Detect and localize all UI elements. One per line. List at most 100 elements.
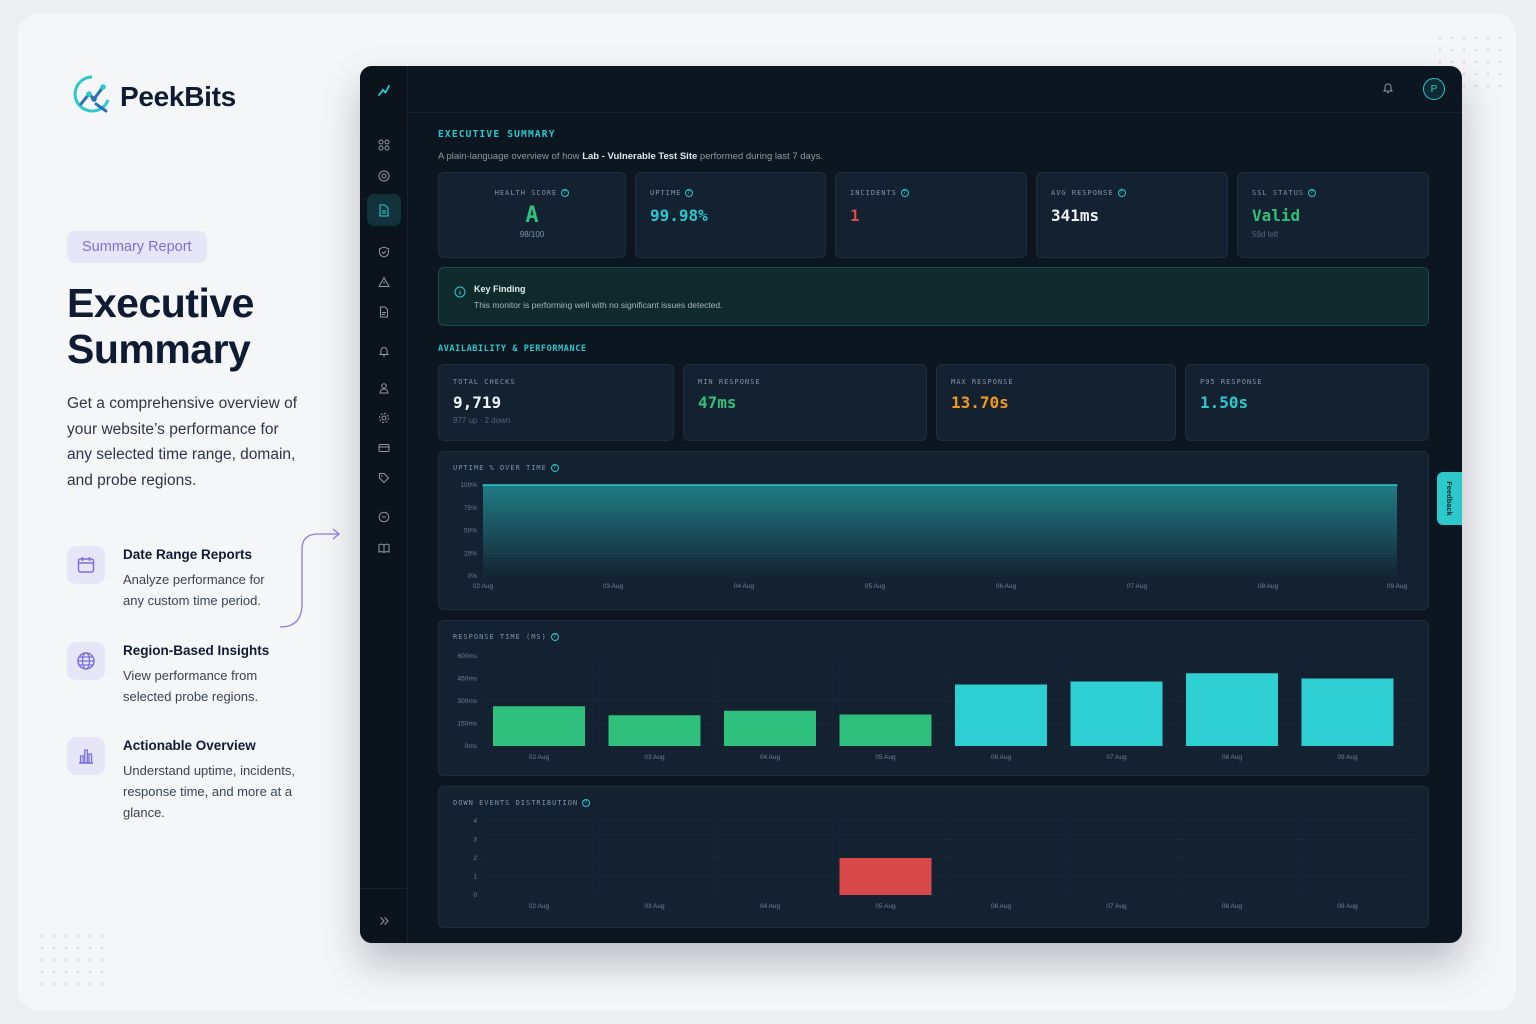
key-finding-title: Key Finding: [474, 284, 526, 294]
kpi-uptime: UPTIME? 99.98%: [635, 172, 826, 258]
feature-title: Region-Based Insights: [123, 643, 270, 658]
kpi-label: HEALTH SCORE?: [439, 189, 625, 197]
hero-title: Executive Summary: [67, 280, 327, 372]
tag-icon[interactable]: [374, 468, 394, 488]
help-icon[interactable]: ?: [1117, 189, 1126, 197]
y-tick-label: 150ms: [457, 721, 477, 728]
chevrons-right-icon[interactable]: [374, 911, 394, 931]
down-events-chart: 0 1 2 3 4 02 Aug 03 Aug 04 Aug 05 Aug 06 Aug 07 Au…: [473, 818, 1416, 910]
uptime-chart-card: 0% 25% 50% 75% 100% 02 Aug 03 Aug 04 Aug 05 Aug 0…: [438, 451, 1429, 610]
uptime-point: [743, 484, 745, 486]
feature-title: Actionable Overview: [123, 738, 256, 753]
kpi-label-text: HEALTH SCORE: [494, 189, 558, 197]
key-finding-banner: Key Finding This monitor is performing w…: [438, 267, 1429, 326]
x-tick-label: 03 Aug: [644, 903, 665, 910]
y-tick-label: 50%: [464, 528, 477, 535]
help-icon[interactable]: ?: [550, 633, 559, 641]
response-time-chart: 0ms 150ms 300ms 450ms 600ms 02 Aug 03 Aug 04 Au…: [457, 653, 1416, 761]
bar: [493, 706, 585, 746]
kpi-value: 341ms: [1051, 206, 1100, 225]
info-icon: [454, 285, 466, 303]
kpi-label: SSL STATUS?: [1252, 189, 1414, 197]
document-icon[interactable]: [374, 302, 394, 322]
uptime-area: [483, 485, 1397, 576]
app-logo-icon[interactable]: [374, 80, 394, 100]
y-tick-label: 300ms: [457, 698, 477, 705]
x-tick-label: 08 Aug: [1258, 583, 1279, 590]
kpi-value: 99.98%: [650, 206, 708, 225]
dashboard-icon[interactable]: [374, 135, 394, 155]
y-tick-label: 2: [473, 855, 477, 862]
calendar-icon: [67, 546, 105, 584]
y-tick-label: 600ms: [457, 653, 477, 660]
x-tick-label: 03 Aug: [644, 754, 665, 761]
help-icon[interactable]: ?: [900, 189, 909, 197]
chat-icon[interactable]: [374, 507, 394, 527]
bar: [955, 684, 1047, 746]
report-icon[interactable]: [374, 200, 394, 220]
x-tick-label: 09 Aug: [1337, 754, 1358, 761]
help-icon[interactable]: ?: [561, 189, 570, 197]
uptime-point: [874, 484, 876, 486]
notifications-bell-icon[interactable]: [1382, 81, 1394, 99]
help-icon[interactable]: ?: [1308, 189, 1317, 197]
uptime-point: [482, 484, 484, 486]
subtitle-text: A plain-language overview of how: [438, 151, 583, 162]
feature-desc: Understand uptime, incidents, response t…: [123, 763, 295, 820]
user-icon[interactable]: [374, 378, 394, 398]
chart-title-text: DOWN EVENTS DISTRIBUTION: [453, 799, 579, 807]
section2-title: AVAILABILITY & PERFORMANCE: [438, 344, 587, 354]
app-window: P EXECUTIVE SUMMARY A plain-language ove…: [360, 66, 1462, 943]
uptime-chart: 0% 25% 50% 75% 100% 02 Aug 03 Aug 04 Aug 05 Aug 0…: [460, 482, 1407, 590]
sidebar-divider: [360, 888, 408, 889]
kpi-label-text: INCIDENTS: [850, 189, 897, 197]
chart-title-text: RESPONSE TIME (MS): [453, 633, 547, 641]
section-title: EXECUTIVE SUMMARY: [438, 129, 556, 140]
uptime-point: [1135, 484, 1137, 486]
credit-card-icon[interactable]: [374, 438, 394, 458]
section-subtitle: A plain-language overview of how Lab - V…: [438, 151, 823, 162]
shield-icon[interactable]: [374, 242, 394, 262]
settings-icon[interactable]: [374, 408, 394, 428]
book-icon[interactable]: [374, 538, 394, 558]
feature-date-range: Date Range Reports Analyze performance f…: [67, 546, 283, 611]
section-pill: Summary Report: [67, 231, 207, 263]
y-tick-label: 450ms: [457, 676, 477, 683]
feedback-tab[interactable]: Feedback: [1437, 472, 1462, 525]
y-tick-label: 25%: [464, 550, 477, 557]
brand-name: PeekBits: [120, 80, 236, 112]
x-tick-label: 02 Aug: [529, 903, 550, 910]
alert-triangle-icon[interactable]: [374, 272, 394, 292]
stat-max-response: MAX RESPONSE 13.70s: [936, 364, 1176, 441]
help-icon[interactable]: ?: [550, 464, 559, 472]
stat-value: 1.50s: [1200, 393, 1249, 412]
x-tick-label: 05 Aug: [875, 903, 896, 910]
bell-icon[interactable]: [374, 341, 394, 361]
y-tick-label: 0%: [468, 573, 478, 580]
x-tick-label: 05 Aug: [875, 754, 896, 761]
hero-lead: Get a comprehensive overview of your web…: [67, 395, 298, 489]
chart-title: UPTIME % OVER TIME?: [453, 464, 559, 472]
response-time-chart-card: 0ms 150ms 300ms 450ms 600ms 02 Aug 03 Aug 04 Au…: [438, 620, 1429, 776]
stat-value: 47ms: [698, 393, 737, 412]
x-tick-label: 07 Aug: [1127, 583, 1148, 590]
bar: [839, 714, 932, 746]
stat-label: TOTAL CHECKS: [453, 378, 516, 386]
x-tick-label: 02 Aug: [529, 754, 550, 761]
bar: [1070, 681, 1163, 746]
help-icon[interactable]: ?: [582, 799, 591, 807]
avatar[interactable]: P: [1423, 78, 1445, 100]
decorative-dots: [36, 930, 106, 990]
x-tick-label: 05 Aug: [865, 583, 886, 590]
target-icon[interactable]: [374, 166, 394, 186]
y-tick-label: 0ms: [465, 743, 478, 750]
stat-subtext: 977 up · 2 down: [453, 416, 511, 425]
help-icon[interactable]: ?: [685, 189, 694, 197]
x-tick-label: 07 Aug: [1106, 903, 1127, 910]
x-tick-label: 02 Aug: [473, 583, 494, 590]
x-tick-label: 08 Aug: [1222, 754, 1243, 761]
down-events-chart-card: 0 1 2 3 4 02 Aug 03 Aug 04 Aug 05 Aug 06 Aug 07 Au…: [438, 786, 1429, 928]
chart-title-text: UPTIME % OVER TIME: [453, 464, 547, 472]
topbar: P: [408, 66, 1462, 113]
uptime-point: [612, 484, 615, 486]
